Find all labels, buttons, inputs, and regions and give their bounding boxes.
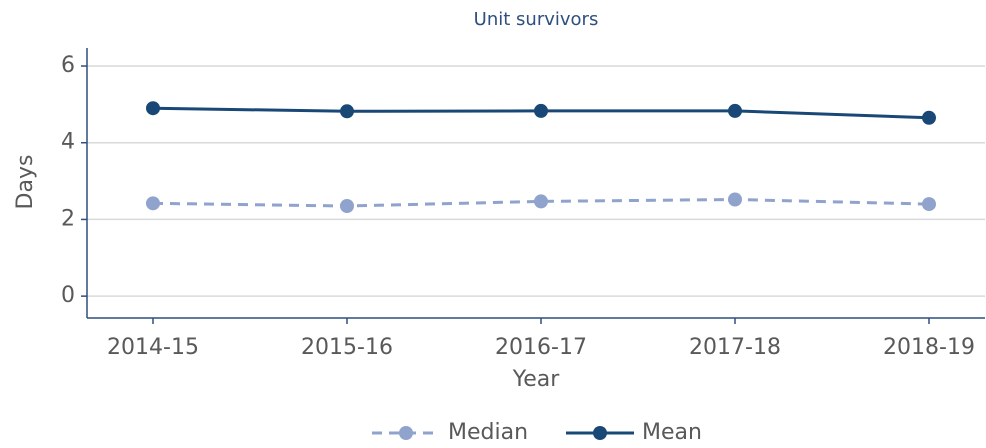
point bbox=[534, 103, 548, 118]
x-tick-label: 2016-17 bbox=[495, 335, 587, 360]
legend-marker bbox=[593, 426, 607, 440]
x-tick-label: 2018-19 bbox=[883, 335, 975, 360]
y-tick-label: 6 bbox=[61, 53, 75, 78]
y-tick-label: 0 bbox=[61, 283, 75, 308]
legend-marker bbox=[399, 426, 413, 440]
y-axis-label: Days bbox=[13, 155, 38, 210]
series-line bbox=[152, 197, 930, 208]
point bbox=[146, 101, 160, 116]
y-tick-label: 2 bbox=[61, 206, 75, 231]
x-tick-label: 2015-16 bbox=[301, 335, 393, 360]
legend-label: Median bbox=[448, 420, 528, 445]
point bbox=[922, 110, 936, 125]
point bbox=[340, 199, 354, 214]
point bbox=[340, 104, 354, 119]
point bbox=[534, 194, 548, 209]
point bbox=[728, 103, 742, 118]
legend-label: Mean bbox=[642, 420, 702, 445]
x-tick-label: 2014-15 bbox=[107, 335, 199, 360]
x-tick-label: 2017-18 bbox=[689, 335, 781, 360]
point bbox=[922, 197, 936, 212]
point bbox=[728, 192, 742, 207]
point bbox=[146, 196, 160, 211]
x-axis-label: Year bbox=[512, 367, 561, 392]
y-tick-label: 4 bbox=[61, 130, 75, 155]
chart-title: Unit survivors bbox=[474, 9, 599, 30]
